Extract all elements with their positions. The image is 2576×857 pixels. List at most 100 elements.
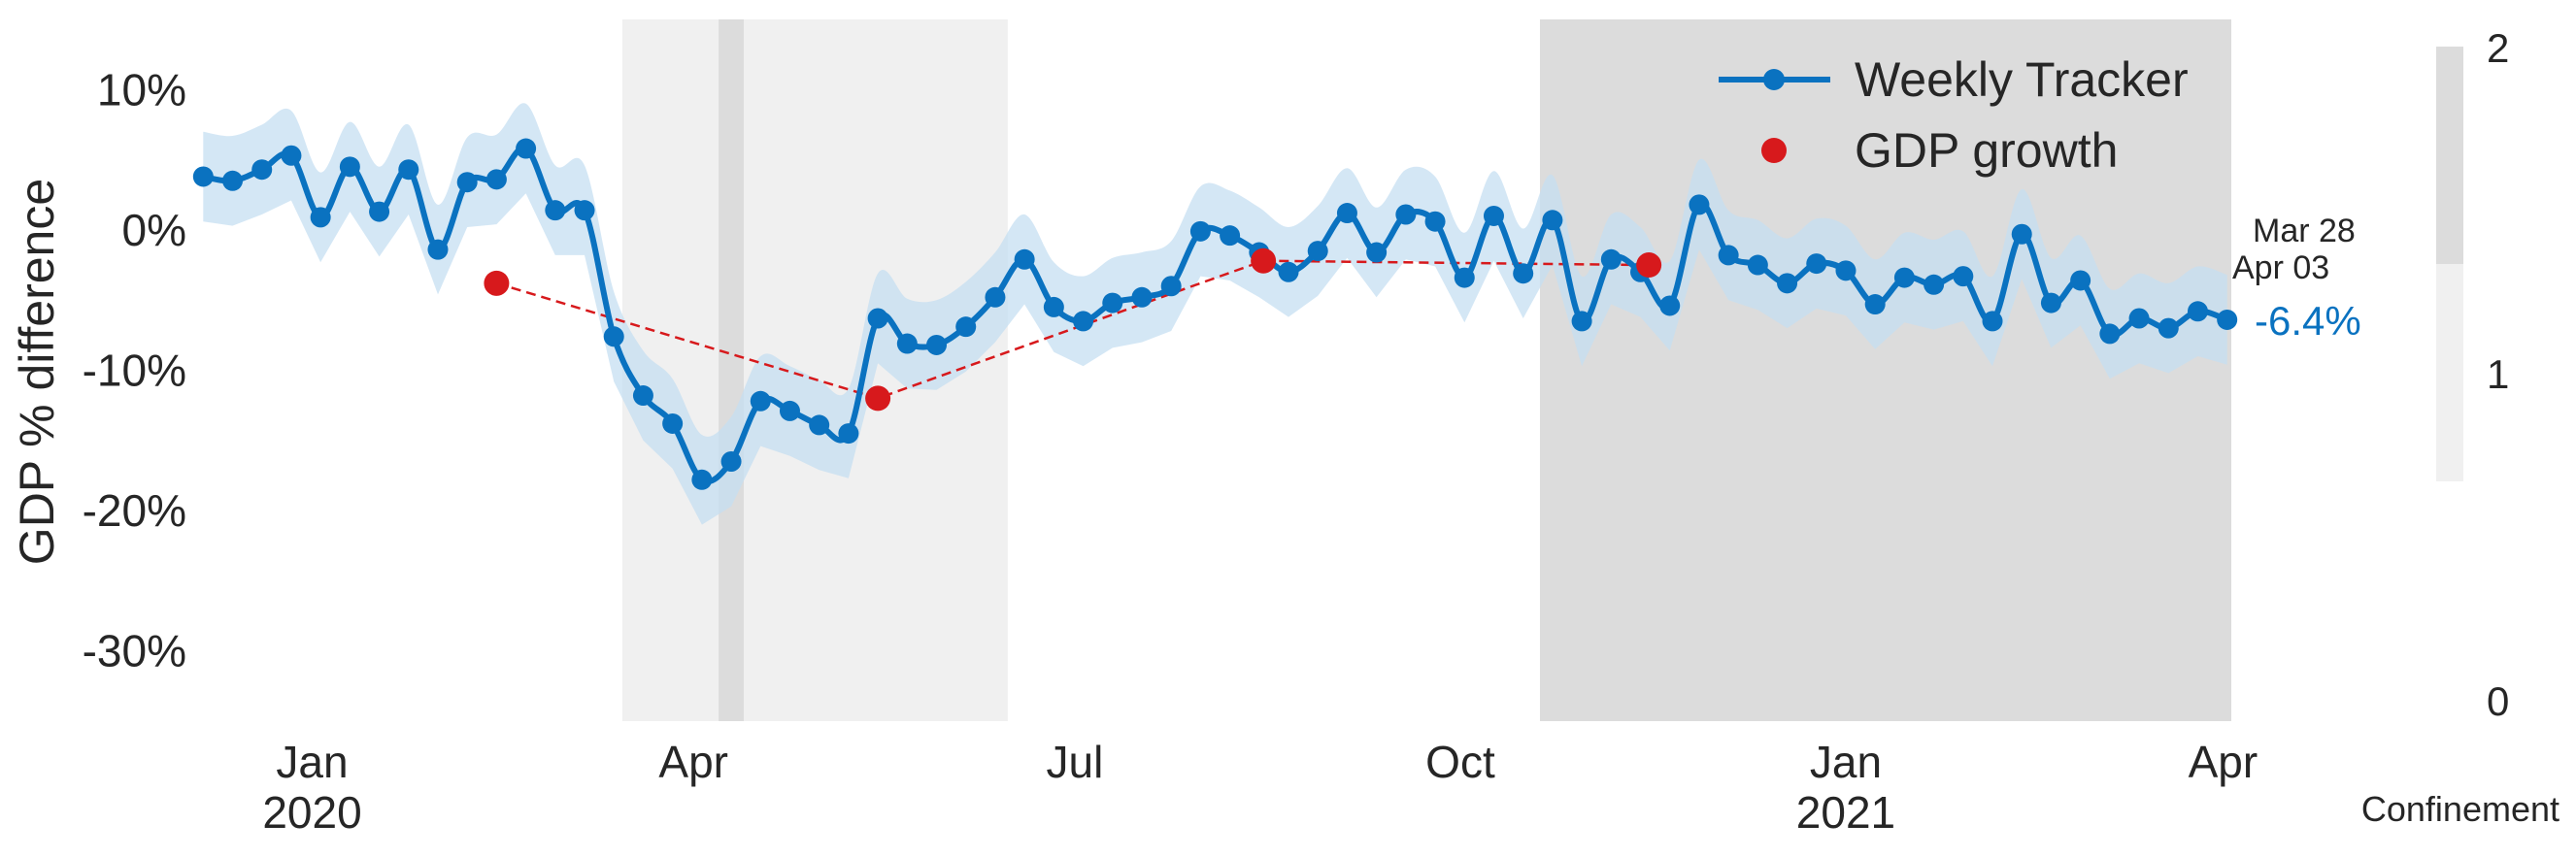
confidence-band-area <box>203 103 2227 525</box>
colorbar-tick-2: 2 <box>2487 25 2509 71</box>
weekly-tracker-point-53 <box>1718 245 1739 266</box>
weekly-tracker-point-11 <box>485 169 507 190</box>
weekly-tracker-point-67 <box>2128 308 2150 329</box>
confinement-period-2 <box>719 19 745 721</box>
y-axis-ticks: 10% 0% -10% -20% -30% <box>83 64 186 676</box>
weekly-tracker-point-32 <box>1102 292 1123 313</box>
weekly-tracker-point-55 <box>1777 273 1798 294</box>
date-range-top-annotation: Mar 28 <box>2253 213 2356 249</box>
weekly-tracker-point-41 <box>1366 242 1388 263</box>
weekly-tracker-point-4 <box>281 145 302 166</box>
weekly-tracker-point-62 <box>1982 311 2003 332</box>
weekly-tracker-point-54 <box>1747 254 1768 276</box>
x-tick-year-2020: 2020 <box>262 787 361 838</box>
weekly-tracker-point-24 <box>867 308 888 329</box>
y-tick-label--10%: -10% <box>83 346 186 396</box>
weekly-tracker-point-36 <box>1220 225 1241 247</box>
weekly-tracker-point-47 <box>1542 210 1563 231</box>
gdp-growth-point-3 <box>1251 247 1277 274</box>
legend-gdp-marker-swatch <box>1761 138 1787 163</box>
y-tick-label--20%: -20% <box>83 485 186 536</box>
weekly-tracker-point-2 <box>222 170 244 191</box>
gdp-growth-point-4 <box>1636 252 1662 279</box>
weekly-tracker-point-14 <box>574 200 595 221</box>
colorbar-tick-1: 1 <box>2487 351 2509 397</box>
weekly-tracker-point-7 <box>369 201 390 222</box>
weekly-tracker-point-34 <box>1160 276 1182 297</box>
weekly-tracker-point-38 <box>1278 261 1299 282</box>
weekly-tracker-point-48 <box>1571 311 1592 332</box>
weekly-tracker-point-1 <box>192 166 214 187</box>
weekly-tracker-point-17 <box>662 412 684 434</box>
weekly-tracker-point-46 <box>1513 263 1534 284</box>
legend-label-weekly-tracker: Weekly Tracker <box>1855 52 2189 107</box>
weekly-tracker-point-66 <box>2099 323 2121 345</box>
weekly-tracker-point-5 <box>310 207 331 228</box>
y-tick-label-10%: 10% <box>97 64 186 115</box>
weekly-tracker-point-13 <box>545 200 566 221</box>
weekly-tracker-point-39 <box>1307 241 1328 262</box>
weekly-tracker-point-8 <box>398 159 419 181</box>
colorbar-label: Confinement <box>2361 789 2559 829</box>
weekly-tracker-point-63 <box>2011 223 2032 245</box>
weekly-tracker-point-35 <box>1189 220 1211 242</box>
weekly-tracker-point-10 <box>456 172 478 193</box>
weekly-tracker-point-21 <box>779 400 800 421</box>
confidence-band <box>203 103 2227 525</box>
weekly-tracker-point-20 <box>750 390 771 412</box>
weekly-tracker-point-22 <box>809 414 830 436</box>
weekly-tracker-point-64 <box>2040 292 2061 313</box>
colorbar-tick-0: 0 <box>2487 678 2509 724</box>
weekly-tracker-point-6 <box>339 156 360 178</box>
weekly-tracker-point-51 <box>1659 295 1681 316</box>
weekly-tracker-point-27 <box>955 316 977 338</box>
legend-label-gdp-growth: GDP growth <box>1855 123 2118 178</box>
x-tick-year-2021: 2021 <box>1796 787 1895 838</box>
weekly-tracker-point-15 <box>603 326 624 347</box>
weekly-tracker-point-18 <box>691 469 713 490</box>
weekly-tracker-point-3 <box>251 159 273 181</box>
weekly-tracker-point-30 <box>1043 296 1064 317</box>
weekly-tracker-point-45 <box>1483 205 1504 226</box>
legend-tracker-marker-swatch <box>1763 69 1785 90</box>
weekly-tracker-line <box>202 145 2228 485</box>
weekly-tracker-point-65 <box>2070 270 2091 291</box>
x-tick-label-5: Jan <box>1810 737 1882 787</box>
weekly-tracker-point-58 <box>1864 294 1886 315</box>
weekly-tracker-point-23 <box>838 423 859 445</box>
last-value-annotation: -6.4% <box>2255 298 2361 344</box>
x-tick-label-3: Jul <box>1047 737 1104 787</box>
y-tick-label-0%: 0% <box>122 205 186 255</box>
weekly-tracker-point-43 <box>1424 211 1446 232</box>
weekly-tracker-point-33 <box>1131 286 1153 308</box>
weekly-tracker-point-56 <box>1806 253 1827 275</box>
weekly-tracker-point-52 <box>1689 194 1710 215</box>
x-tick-label-6: Apr <box>2189 737 2258 787</box>
weekly-tracker-point-42 <box>1395 204 1417 225</box>
weekly-tracker-point-59 <box>1893 267 1915 288</box>
weekly-tracker-point-12 <box>516 138 537 159</box>
colorbar-level-1-segment <box>2436 264 2463 481</box>
x-tick-label-2: Apr <box>658 737 728 787</box>
colorbar-level-2-segment <box>2436 47 2463 264</box>
weekly-tracker-point-57 <box>1835 260 1857 281</box>
date-range-bottom-annotation: Apr 03 <box>2232 249 2329 286</box>
weekly-tracker-point-26 <box>926 334 948 355</box>
gdp-growth-points <box>484 247 1662 412</box>
weekly-tracker-point-49 <box>1600 248 1622 270</box>
weekly-tracker-point-60 <box>1924 274 1945 295</box>
weekly-tracker-point-9 <box>427 239 449 260</box>
x-tick-label-4: Oct <box>1425 737 1495 787</box>
weekly-tracker-point-16 <box>632 385 653 407</box>
weekly-tracker-point-69 <box>2187 301 2208 322</box>
weekly-tracker-path <box>202 145 2228 485</box>
gdp-growth-point-2 <box>865 385 891 412</box>
y-tick-label--30%: -30% <box>83 626 186 676</box>
weekly-tracker-point-25 <box>896 333 918 354</box>
weekly-tracker-point-61 <box>1953 266 1974 287</box>
weekly-tracker-points <box>192 138 2238 490</box>
weekly-tracker-point-31 <box>1073 311 1094 332</box>
weekly-tracker-point-70 <box>2217 309 2238 330</box>
